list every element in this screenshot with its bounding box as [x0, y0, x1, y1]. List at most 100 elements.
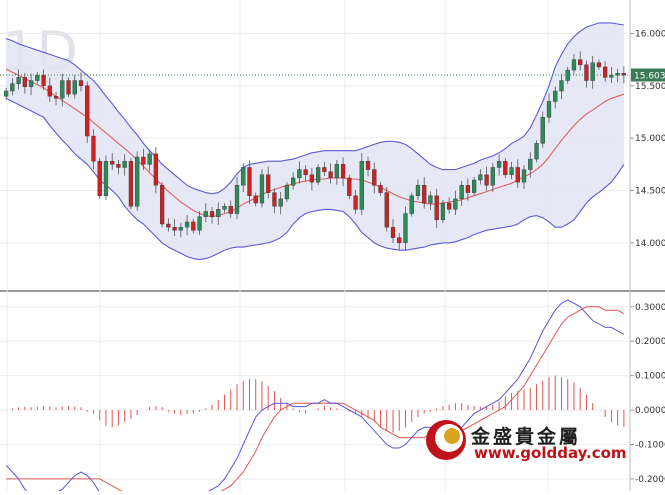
candle-body	[291, 177, 296, 186]
candle	[116, 159, 121, 175]
candle-body	[110, 160, 115, 165]
candle	[340, 157, 346, 187]
candle-body	[216, 209, 221, 217]
bollinger-lower-line	[5, 97, 625, 261]
candle	[53, 91, 59, 106]
candle-body	[553, 90, 558, 102]
candle	[621, 66, 627, 84]
candle-body	[528, 158, 533, 170]
logo-chinese-name: 金盛貴金屬	[470, 425, 581, 448]
candle-body	[390, 226, 396, 238]
candle-body	[409, 195, 414, 214]
candle	[159, 182, 165, 228]
candle-body	[222, 206, 227, 210]
candle	[534, 140, 539, 163]
candle-body	[228, 206, 233, 214]
candle-body	[284, 185, 290, 200]
candle-body	[72, 80, 77, 95]
candle-body	[496, 160, 502, 168]
candle	[359, 153, 364, 216]
candle-body	[172, 226, 177, 231]
last-price-line: 15.603	[0, 68, 665, 82]
candle-body	[315, 167, 321, 183]
candle	[241, 163, 246, 193]
bollinger-middle-line	[5, 68, 625, 218]
candle	[571, 53, 577, 75]
candle-body	[603, 66, 608, 78]
candle-body	[615, 73, 620, 76]
candle-body	[22, 77, 27, 88]
candle-body	[122, 160, 127, 168]
candle-body	[309, 174, 315, 183]
candle-body	[397, 237, 402, 244]
candle-body	[596, 62, 602, 68]
bollinger-upper-line	[5, 22, 624, 195]
candle	[203, 203, 208, 223]
candle-body	[428, 195, 433, 204]
candle	[222, 203, 227, 213]
candle	[615, 68, 620, 83]
candle-body	[578, 59, 583, 66]
candle	[453, 190, 458, 216]
macd-tick-label: -0.2000	[635, 475, 665, 485]
candle-body	[66, 80, 71, 95]
candle	[415, 179, 421, 201]
candle-body	[135, 156, 140, 207]
candle	[253, 192, 258, 207]
candle-body	[422, 185, 427, 204]
candle-body	[521, 169, 527, 183]
price-y-axis: 16.000 15.500 15.000 14.500 14.000	[630, 29, 665, 249]
candle-body	[515, 167, 520, 183]
candle	[166, 218, 171, 232]
candle	[372, 162, 377, 194]
candle	[347, 174, 352, 199]
candle	[590, 55, 595, 89]
candle	[66, 77, 71, 98]
candle-body	[546, 101, 552, 118]
candle-body	[453, 198, 458, 210]
candle	[197, 211, 202, 235]
candle-body	[272, 192, 277, 207]
candle	[41, 69, 46, 91]
candle-body	[35, 75, 40, 81]
candle-body	[28, 80, 34, 88]
candle-body	[403, 213, 408, 244]
price-tick-label: 16.000	[635, 29, 665, 39]
candle	[490, 163, 495, 193]
last-price-tag	[631, 68, 665, 82]
candle	[78, 72, 84, 92]
candle	[72, 74, 77, 99]
candle-body	[609, 75, 614, 78]
price-tick-label: 15.000	[635, 134, 665, 144]
candle	[228, 200, 233, 218]
candle-body	[440, 202, 446, 221]
candle	[3, 87, 9, 100]
candle-body	[303, 169, 308, 175]
candle-body	[571, 59, 577, 71]
candle	[122, 154, 127, 176]
candle	[284, 182, 290, 203]
candle	[447, 197, 452, 214]
candle-body	[478, 174, 483, 181]
candle-body	[278, 198, 283, 207]
price-tick-label: 15.500	[635, 82, 665, 92]
candle-body	[91, 135, 96, 162]
macd-lines	[5, 299, 625, 495]
candle	[521, 165, 527, 190]
candle	[478, 169, 483, 185]
candle	[147, 149, 152, 172]
candle	[85, 81, 90, 143]
candle	[128, 158, 134, 210]
candle-body	[247, 167, 252, 196]
candle-body	[159, 185, 165, 225]
candle	[422, 177, 427, 209]
candle-body	[141, 156, 146, 165]
candle-body	[41, 75, 46, 86]
candle-body	[53, 96, 59, 99]
candle-body	[334, 164, 339, 179]
candle	[471, 176, 477, 196]
candle	[496, 154, 502, 176]
candles	[3, 51, 627, 252]
